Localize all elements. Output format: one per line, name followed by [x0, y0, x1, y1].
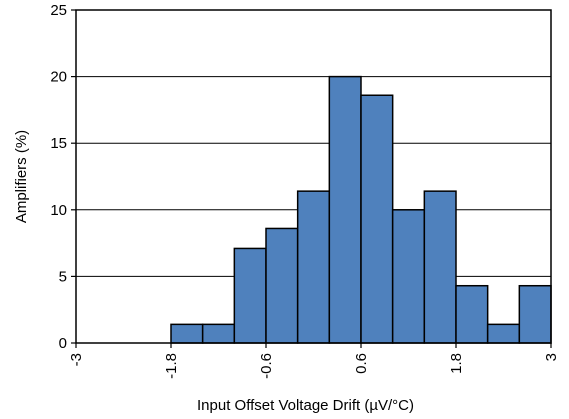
x-tick-label: -3: [68, 353, 85, 366]
y-ticks: 0 5 10 15 20 25: [50, 2, 76, 352]
histogram-bar: [233, 247, 267, 344]
y-tick-label: 25: [50, 2, 67, 19]
histogram-bar: [296, 190, 331, 344]
histogram-bar: [455, 284, 489, 344]
y-tick-label: 5: [59, 268, 67, 285]
y-axis-label: Amplifiers (%): [13, 130, 30, 223]
y-tick-label: 15: [50, 135, 67, 152]
x-tick-label: -1.8: [163, 353, 180, 379]
histogram-bar: [360, 94, 394, 344]
x-tick-label: -0.6: [258, 353, 275, 379]
x-tick-label: 0.6: [353, 353, 370, 374]
x-ticks: -3 -1.8 -0.6 0.6 1.8 3: [68, 343, 560, 379]
histogram-bar: [486, 323, 521, 344]
x-axis-label: Input Offset Voltage Drift (µV/°C): [197, 397, 414, 414]
plot-frame: [75, 9, 552, 344]
y-tick-label: 20: [50, 69, 67, 86]
histogram-bar: [391, 209, 426, 344]
histogram-bar: [170, 323, 204, 344]
x-tick-label: 1.8: [448, 353, 465, 374]
histogram-bar: [423, 190, 457, 344]
y-tick-label: 0: [59, 335, 67, 352]
y-tick-label: 10: [50, 202, 67, 219]
histogram-bar: [328, 75, 362, 344]
histogram-bar: [265, 227, 299, 344]
histogram-bar: [518, 284, 552, 344]
x-tick-label: 3: [543, 353, 560, 361]
histogram-bar: [201, 323, 236, 344]
